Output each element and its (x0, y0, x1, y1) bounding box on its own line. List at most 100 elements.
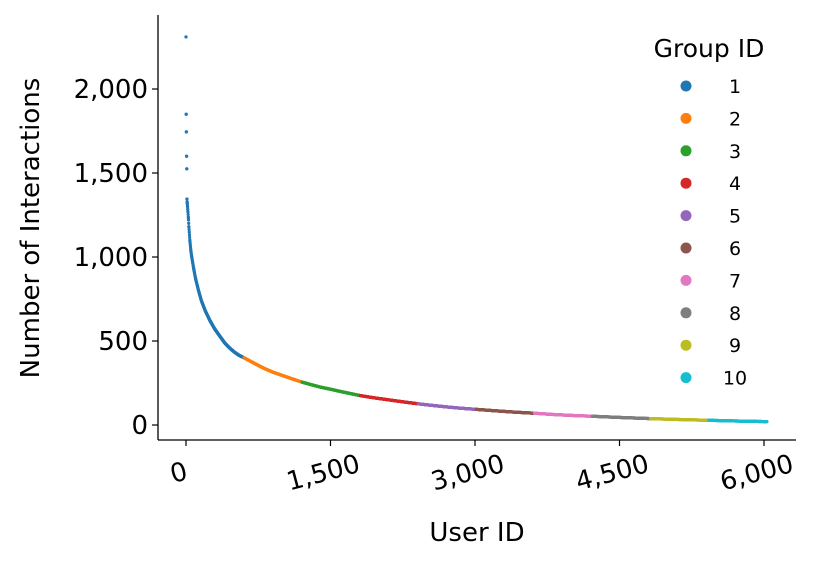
data-point (550, 412, 554, 417)
data-point (190, 255, 194, 259)
data-point (401, 400, 405, 404)
data-point (222, 341, 227, 345)
series-9 (649, 417, 711, 422)
legend-marker-2 (680, 112, 692, 124)
data-point (194, 277, 198, 281)
legend-items: 1 2 3 4 5 6 7 8 9 10 (680, 76, 747, 390)
data-point (416, 402, 420, 406)
legend-marker-3 (680, 145, 692, 157)
y-tick-label: 500 (98, 327, 148, 357)
data-point (261, 366, 265, 370)
data-point (232, 350, 236, 354)
data-point (532, 411, 537, 415)
axes (157, 15, 796, 441)
y-ticks: 0 500 1,000 1,500 2,000 (74, 75, 158, 441)
x-axis-title: User ID (429, 518, 524, 548)
data-point (213, 327, 217, 331)
legend-marker-10 (680, 372, 692, 384)
data-point (237, 353, 241, 357)
series-5 (416, 402, 479, 411)
data-point (492, 409, 496, 413)
legend-marker-8 (680, 307, 692, 319)
legend-label-6: 6 (729, 238, 741, 260)
data-point (192, 267, 196, 271)
data-point (185, 205, 190, 209)
data-point (208, 319, 212, 323)
data-point (458, 406, 463, 410)
data-point (186, 212, 190, 216)
data-point (187, 233, 192, 237)
y-tick-label: 2,000 (74, 75, 148, 105)
legend-label-8: 8 (729, 303, 741, 325)
data-point (765, 420, 769, 424)
data-point (187, 225, 191, 229)
legend-marker-5 (680, 210, 692, 222)
data-point (199, 299, 204, 303)
data-point (186, 210, 190, 214)
data-point (184, 154, 189, 158)
data-point (430, 403, 434, 407)
data-point (185, 201, 189, 205)
y-tick-label: 1,500 (74, 159, 148, 189)
legend-marker-9 (680, 339, 692, 351)
legend-label-7: 7 (729, 270, 741, 292)
data-point (474, 407, 479, 411)
data-point (242, 356, 246, 360)
data-point (187, 227, 191, 232)
x-tick-label: 0 (167, 457, 191, 490)
legend-label-1: 1 (729, 76, 741, 98)
data-point (300, 380, 304, 384)
data-point (338, 389, 342, 393)
data-point (188, 235, 192, 240)
legend-label-10: 10 (723, 368, 747, 390)
data-point (187, 221, 191, 225)
data-point (184, 130, 188, 134)
legend-label-3: 3 (729, 141, 741, 163)
data-point (358, 394, 362, 398)
data-point (186, 216, 191, 220)
data-point (251, 361, 256, 365)
series-6 (474, 407, 537, 415)
data-point (227, 346, 231, 350)
data-point (386, 398, 390, 402)
data-point (280, 373, 284, 378)
x-tick-label: 4,500 (573, 449, 653, 497)
x-tick-label: 3,000 (428, 449, 508, 497)
data-point (290, 377, 294, 381)
y-tick-label: 0 (131, 411, 148, 441)
data-point (185, 197, 189, 201)
series-2 (242, 356, 304, 384)
legend-label-2: 2 (729, 108, 741, 130)
data-point (649, 417, 653, 421)
legend-marker-4 (680, 177, 692, 189)
data-point (184, 112, 188, 116)
data-point (188, 238, 192, 242)
legend-title: Group ID (654, 34, 765, 63)
x-ticks: 0 1,500 3,000 4,500 6,000 (167, 440, 797, 497)
series-3 (300, 380, 362, 398)
plot-points (184, 35, 769, 424)
data-point (328, 387, 333, 391)
data-point (319, 385, 323, 389)
data-point (184, 35, 188, 39)
data-point (591, 414, 595, 418)
data-point (187, 230, 191, 234)
legend-marker-6 (680, 242, 692, 254)
legend-marker-1 (680, 80, 692, 92)
data-point (186, 207, 190, 211)
series-8 (591, 414, 653, 421)
legend-marker-7 (680, 274, 692, 286)
data-point (189, 248, 193, 252)
series-1 (184, 35, 246, 360)
x-tick-label: 6,000 (717, 449, 797, 497)
data-point (707, 418, 711, 422)
data-point (372, 396, 376, 400)
series-10 (707, 418, 769, 424)
series-4 (358, 394, 420, 406)
data-point (203, 309, 207, 313)
data-point (675, 417, 679, 422)
legend-label-5: 5 (729, 206, 741, 228)
legend-label-9: 9 (729, 335, 741, 357)
data-point (185, 167, 189, 171)
